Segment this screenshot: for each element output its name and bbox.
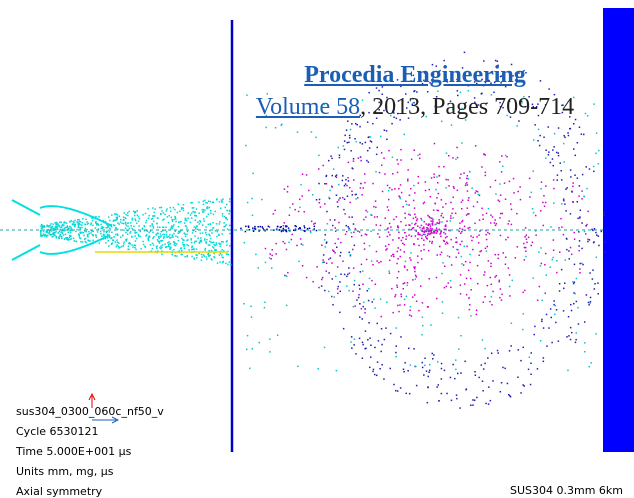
- info-line: Axial symmetry: [16, 485, 102, 498]
- info-line: sus304_0300_060c_nf50_v: [16, 405, 164, 418]
- volume-link[interactable]: Volume 58: [256, 94, 360, 120]
- material-label: SUS304 0.3mm 6km: [510, 484, 623, 497]
- info-line: Cycle 6530121: [16, 425, 99, 438]
- info-line: Units mm, mg, µs: [16, 465, 113, 478]
- journal-link[interactable]: Procedia Engineering: [304, 62, 526, 88]
- citation-details: , 2013, Pages 709-714: [360, 94, 574, 120]
- journal-line: Procedia Engineering: [0, 62, 634, 89]
- volume-line: Volume 58, 2013, Pages 709-714: [0, 94, 634, 121]
- info-line: Time 5.000E+001 µs: [16, 445, 131, 458]
- screenshot: Procedia Engineering Volume 58, 2013, Pa…: [0, 0, 634, 498]
